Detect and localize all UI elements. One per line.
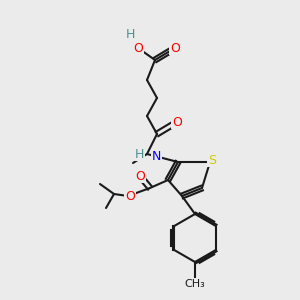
- Text: O: O: [170, 41, 180, 55]
- Text: CH₃: CH₃: [184, 279, 206, 289]
- Text: H: H: [135, 148, 144, 160]
- Text: H: H: [125, 28, 135, 41]
- Text: O: O: [172, 116, 182, 128]
- Text: N: N: [152, 149, 161, 163]
- Text: O: O: [133, 41, 143, 55]
- Text: O: O: [125, 190, 135, 202]
- Text: O: O: [135, 169, 145, 182]
- Text: S: S: [208, 154, 216, 166]
